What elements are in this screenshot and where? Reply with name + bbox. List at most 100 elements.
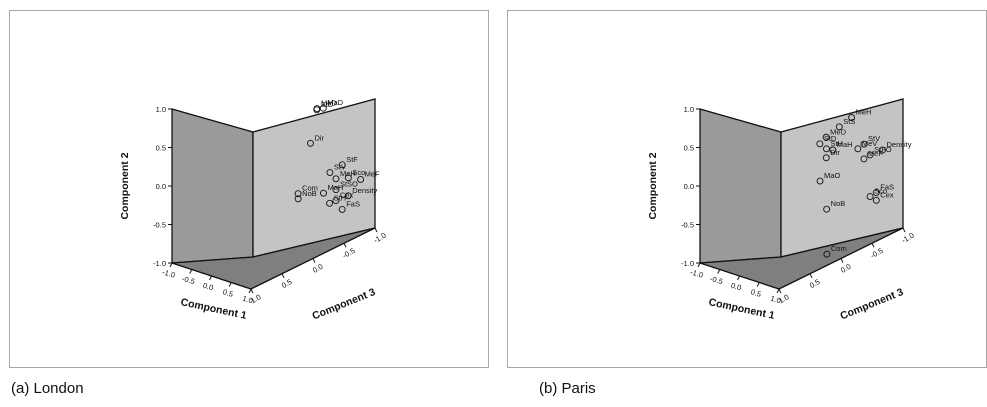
data-point: [854, 145, 862, 153]
chart-frame: -1.0 -0.5 0.0 0.5 1.0 -1.0 -0.5 0.0 0.5 1.0 1.0 0.5…: [9, 10, 489, 368]
data-point: [332, 175, 340, 183]
point-label: Cex: [340, 191, 354, 200]
y-tick-label: 1.0: [684, 105, 694, 114]
z-tick-label: 0.0: [839, 262, 853, 275]
z-axis-title: Component 3: [311, 286, 378, 322]
z-axis-title: Component 3: [839, 286, 906, 322]
data-point: [326, 199, 334, 207]
z-tick-mark: [250, 288, 254, 294]
z-tick-mark: [871, 243, 875, 248]
data-point: [357, 175, 365, 183]
point-label: FaS: [880, 183, 894, 192]
x-tick-mark: [776, 288, 780, 294]
data-point: [848, 114, 856, 121]
data-point: [872, 196, 880, 204]
data-point: [344, 174, 352, 182]
scatter-3d-plot: -1.0-0.50.00.51.0-1.0-0.50.00.51.01.00.5…: [647, 98, 916, 322]
data-point: [344, 192, 352, 200]
chart-frame: -1.0 -0.5 0.0 0.5 1.0 -1.0 -0.5 0.0 0.5 1.0 1.0 0.5…: [507, 10, 987, 368]
point-label: MeF: [365, 169, 380, 178]
x-axis-title: Component 1: [180, 296, 248, 322]
z-tick-mark: [809, 273, 813, 278]
point-label: MeD: [321, 99, 337, 108]
z-tick-label: 0.0: [311, 262, 325, 275]
y-axis-title: Component 2: [119, 152, 131, 219]
x-tick-mark: [189, 269, 193, 274]
data-point: [822, 154, 830, 162]
x-tick-mark: [228, 282, 232, 287]
point-label: StFO: [874, 145, 892, 154]
data-point: [816, 177, 824, 185]
data-point: [294, 190, 302, 198]
data-point: [332, 186, 340, 194]
back-left-wall: [171, 108, 254, 264]
point-label: StV: [868, 134, 880, 143]
point-label: MeD: [830, 127, 846, 136]
z-tick-label: 0.5: [280, 277, 294, 290]
data-point: [866, 151, 874, 159]
x-tick-label: -0.5: [181, 274, 196, 286]
point-label: Com: [302, 184, 318, 193]
x-tick-mark: [717, 269, 721, 274]
point-label: MaD: [327, 98, 343, 107]
x-tick-label: 1.0: [769, 294, 782, 306]
z-tick-mark: [312, 258, 316, 263]
chart-panel-paris: -1.0 -0.5 0.0 0.5 1.0 -1.0 -0.5 0.0 0.5 1.0 1.0 0.5…: [507, 10, 987, 397]
data-point: [823, 205, 831, 213]
data-point: [313, 106, 321, 114]
point-label: MeH: [856, 108, 872, 117]
point-label: Cex: [880, 190, 894, 199]
x-tick-label: 0.5: [222, 287, 235, 299]
x-tick-label: -0.5: [709, 274, 724, 286]
data-point: [860, 155, 868, 163]
point-label: Sco: [352, 168, 365, 177]
z-tick-mark: [902, 227, 906, 233]
z-tick-label: -0.5: [869, 246, 885, 260]
z-tick-mark: [778, 288, 782, 294]
point-label: StD: [824, 134, 837, 143]
data-point: [829, 146, 837, 154]
z-tick-mark: [840, 258, 844, 263]
scatter-3d-plot: -1.0-0.50.00.51.0-1.0-0.50.00.51.01.00.5…: [119, 98, 388, 322]
z-tick-label: -0.5: [341, 246, 357, 260]
z-tick-label: 0.5: [808, 277, 822, 290]
y-tick-label: 0.5: [156, 144, 166, 153]
data-point: [872, 189, 880, 197]
x-tick-label: -1.0: [161, 267, 176, 279]
x-tick-label: -1.0: [689, 267, 704, 279]
x-axis-title: Component 1: [708, 296, 776, 322]
back-left-wall: [699, 108, 782, 264]
point-label: NoB: [831, 199, 846, 208]
point-label: MaO: [824, 171, 840, 180]
data-point: [294, 195, 302, 203]
point-label: StS: [843, 117, 855, 126]
y-tick-label: 0.0: [156, 182, 166, 191]
x-tick-mark: [248, 288, 252, 294]
point-label: FaS: [346, 199, 360, 208]
y-tick-label: 0.5: [684, 144, 694, 153]
x-tick-label: 0.0: [730, 281, 743, 293]
z-tick-mark: [374, 227, 378, 233]
point-label: Sco: [874, 187, 887, 196]
x-tick-mark: [169, 262, 173, 268]
data-point: [332, 197, 340, 205]
data-point: [823, 250, 831, 258]
data-point: [860, 140, 868, 148]
z-tick-mark: [281, 273, 285, 278]
x-tick-mark: [697, 262, 701, 268]
x-tick-mark: [209, 275, 212, 281]
point-label: Dir: [314, 133, 324, 142]
data-point: [822, 133, 830, 141]
point-label: Density: [352, 186, 377, 195]
plot-group: -1.0-0.50.00.51.0-1.0-0.50.00.51.01.00.5…: [647, 98, 916, 322]
y-tick-label: -0.5: [681, 221, 694, 230]
x-tick-label: 0.5: [750, 287, 763, 299]
y-tick-label: -1.0: [153, 259, 166, 268]
data-point: [823, 145, 830, 153]
chart-panel-london: -1.0 -0.5 0.0 0.5 1.0 -1.0 -0.5 0.0 0.5 1.0 1.0 0.5…: [9, 10, 489, 397]
data-point: [816, 140, 824, 148]
chart-caption: (a) London: [11, 380, 84, 397]
x-tick-label: 0.0: [202, 281, 215, 293]
y-tick-label: -1.0: [681, 259, 694, 268]
point-label: Dir: [830, 148, 840, 157]
